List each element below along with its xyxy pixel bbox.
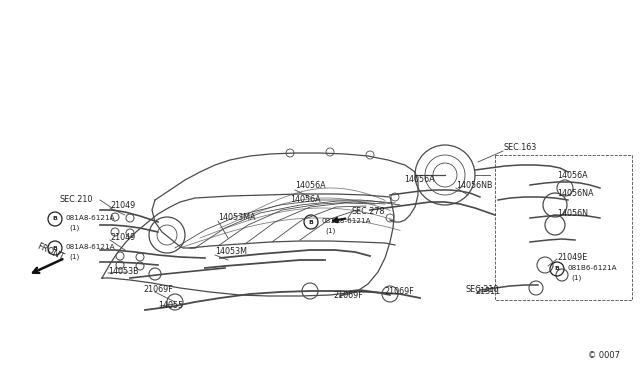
Text: B: B xyxy=(52,217,58,221)
Text: (1): (1) xyxy=(325,228,335,234)
Text: (1): (1) xyxy=(571,275,581,281)
Text: 14056A: 14056A xyxy=(295,182,326,190)
Text: 21049E: 21049E xyxy=(557,253,588,262)
Text: B: B xyxy=(555,266,559,272)
Text: SEC.210: SEC.210 xyxy=(60,196,93,205)
Text: 14056NB: 14056NB xyxy=(456,182,493,190)
Text: 14056N: 14056N xyxy=(557,208,588,218)
Text: 081A8-6121A: 081A8-6121A xyxy=(65,244,115,250)
Text: 081A8-6121A: 081A8-6121A xyxy=(65,215,115,221)
Text: 14053MA: 14053MA xyxy=(218,214,255,222)
Text: B: B xyxy=(308,219,314,224)
Text: 081B6-6121A: 081B6-6121A xyxy=(567,265,616,271)
Text: SEC.278: SEC.278 xyxy=(352,206,385,215)
Text: 21069F: 21069F xyxy=(384,288,413,296)
Text: 21069F: 21069F xyxy=(333,292,363,301)
Text: © 0007: © 0007 xyxy=(588,351,620,360)
Text: 21049: 21049 xyxy=(110,234,135,243)
Text: 21311: 21311 xyxy=(475,288,500,296)
Text: B: B xyxy=(52,246,58,250)
Text: 14056A: 14056A xyxy=(290,195,321,203)
Text: 14055: 14055 xyxy=(158,301,183,310)
Text: 081A8-6121A: 081A8-6121A xyxy=(321,218,371,224)
Text: 21069F: 21069F xyxy=(143,285,173,295)
Text: 14056NA: 14056NA xyxy=(557,189,593,198)
Text: FRONT: FRONT xyxy=(35,242,65,262)
Text: (1): (1) xyxy=(69,225,79,231)
Text: 14053B: 14053B xyxy=(108,267,139,276)
Text: 14056A: 14056A xyxy=(404,176,435,185)
Text: SEC.210: SEC.210 xyxy=(466,285,499,295)
Text: SEC.163: SEC.163 xyxy=(503,144,536,153)
Text: 14053M: 14053M xyxy=(215,247,247,257)
Text: 14056A: 14056A xyxy=(557,170,588,180)
Text: 21049: 21049 xyxy=(110,202,135,211)
Text: (1): (1) xyxy=(69,254,79,260)
